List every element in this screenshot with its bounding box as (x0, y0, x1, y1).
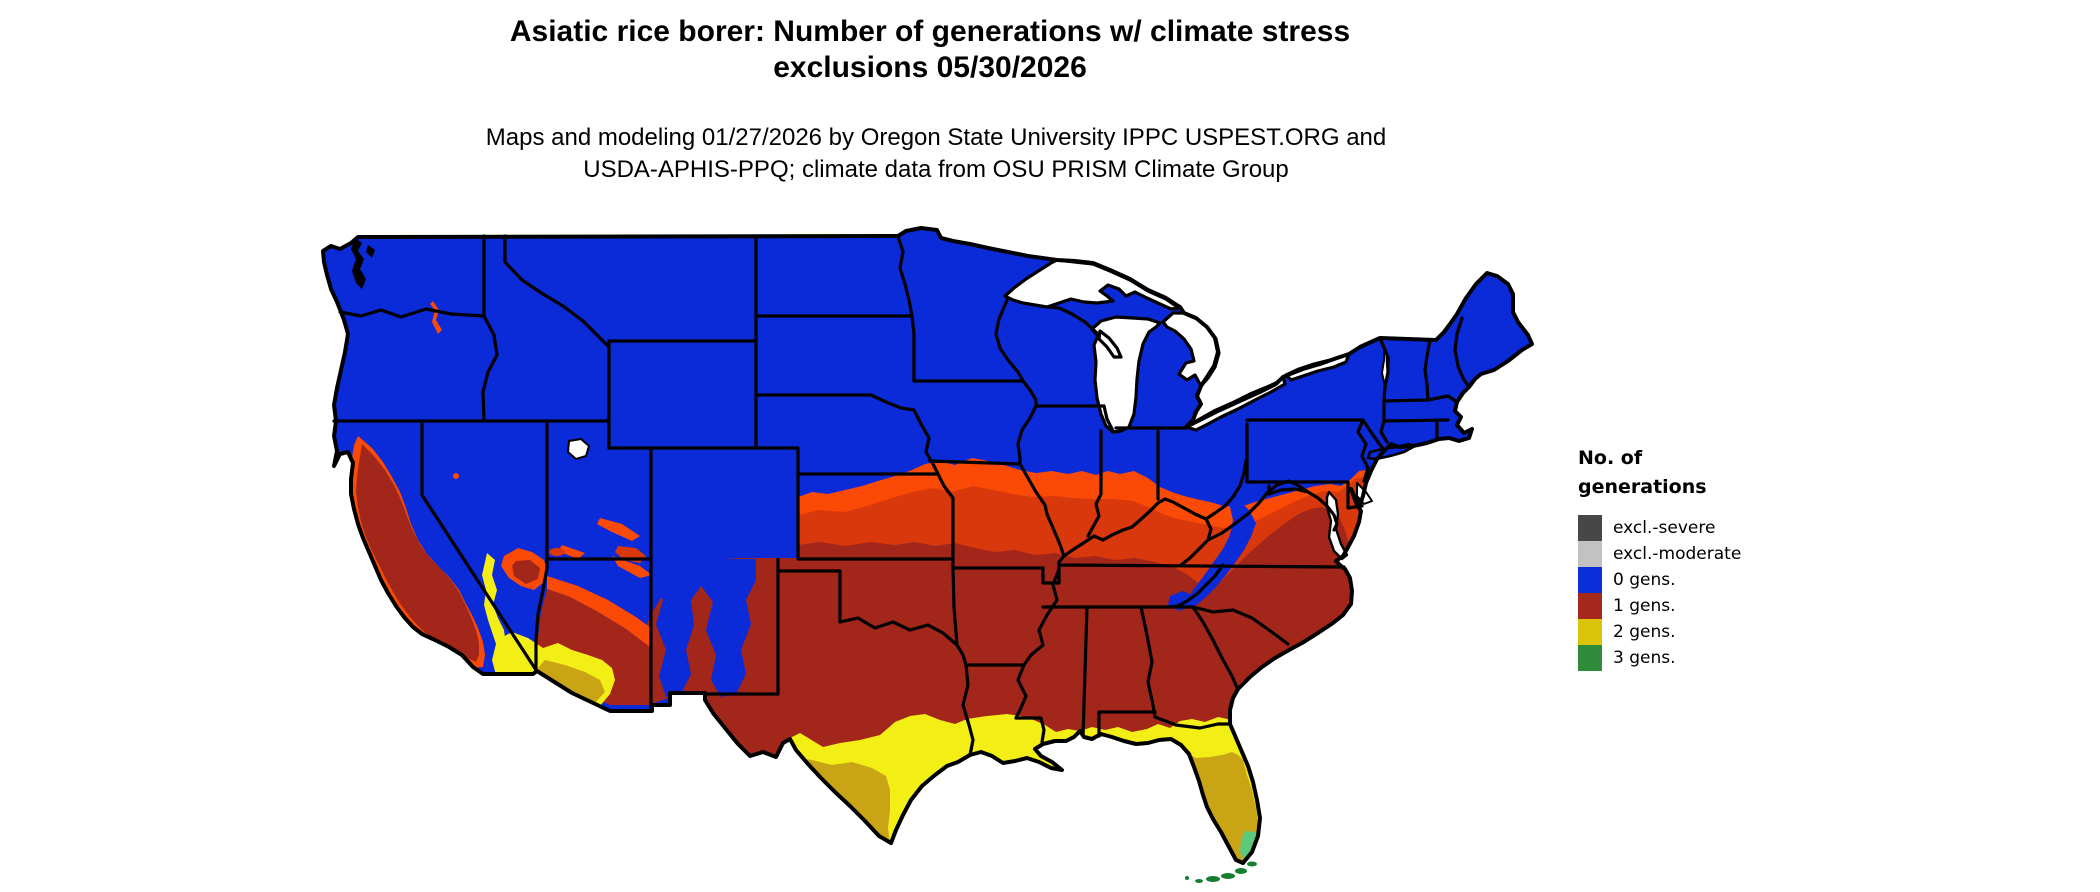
region-wa-snake-orange (430, 301, 442, 334)
region-colorado-river-yellow (482, 553, 506, 658)
region-vegas-red (512, 560, 540, 584)
legend-swatch (1578, 541, 1602, 567)
legend-label: 1 gens. (1613, 596, 1676, 616)
region-channel-island-3 (378, 644, 388, 650)
region-stgeorge-red (549, 548, 565, 556)
legend-rows: excl.-severe excl.-moderate 0 gens. 1 gens.… (1578, 515, 1741, 671)
legend-label: excl.-severe (1613, 518, 1716, 538)
region-az-canyon-orange-3 (612, 556, 652, 578)
great-salt-lake (567, 438, 590, 460)
region-nv-speck-orange (453, 473, 459, 479)
legend-swatch (1578, 593, 1602, 619)
green-bay (1097, 329, 1123, 359)
legend-label: 0 gens. (1613, 570, 1676, 590)
region-az-canyon-orange-1 (597, 518, 640, 541)
region-az-rim-orange (547, 576, 651, 648)
legend-row: 0 gens. (1578, 567, 1741, 593)
subtitle-line-1: Maps and modeling 01/27/2026 by Oregon S… (485, 124, 1387, 151)
legend-label: excl.-moderate (1613, 544, 1742, 564)
subtitle-line-2: USDA-APHIS-PPQ; climate data from OSU PR… (583, 156, 1289, 183)
map-legend: No. of generations excl.-severe excl.-mod… (1578, 444, 1741, 671)
legend-title-line-2: generations (1578, 476, 1707, 498)
region-az-canyon-orange-2 (558, 545, 585, 559)
legend-row: 1 gens. (1578, 593, 1741, 619)
state-borders (332, 234, 1471, 757)
region-florida-gold (1187, 752, 1258, 862)
legend-row: 3 gens. (1578, 645, 1741, 671)
us-outline (321, 226, 1534, 865)
legend-title-line-1: No. of (1578, 447, 1643, 469)
legend-swatch (1578, 515, 1602, 541)
region-channel-island-2 (362, 636, 374, 642)
region-appalachian-blue-tongue (1186, 498, 1256, 606)
legend-swatch (1578, 567, 1602, 593)
puget-sound (351, 238, 375, 289)
region-nm-mountains-blue (645, 559, 756, 697)
legend-label: 2 gens. (1613, 622, 1676, 642)
region-florida-tip-green (1240, 831, 1258, 861)
map-region-layers (323, 228, 1532, 883)
region-florida-keys-green (1185, 861, 1257, 883)
region-gulf-coast-yellow (790, 714, 1260, 863)
legend-label: 3 gens. (1613, 648, 1676, 668)
legend-swatch (1578, 619, 1602, 645)
legend-row: 2 gens. (1578, 619, 1741, 645)
legend-row: excl.-severe (1578, 515, 1741, 541)
legend-swatch (1578, 645, 1602, 671)
title-line-1: Asiatic rice borer: Number of generation… (509, 15, 1351, 48)
map-title: Asiatic rice borer: Number of generation… (0, 14, 1860, 86)
title-line-2: exclusions 05/30/2026 (773, 51, 1087, 84)
region-channel-island-1 (349, 628, 359, 634)
region-ca-valley-red (356, 444, 479, 662)
map-subtitle: Maps and modeling 01/27/2026 by Oregon S… (0, 122, 1872, 186)
legend-row: excl.-moderate (1578, 541, 1741, 567)
